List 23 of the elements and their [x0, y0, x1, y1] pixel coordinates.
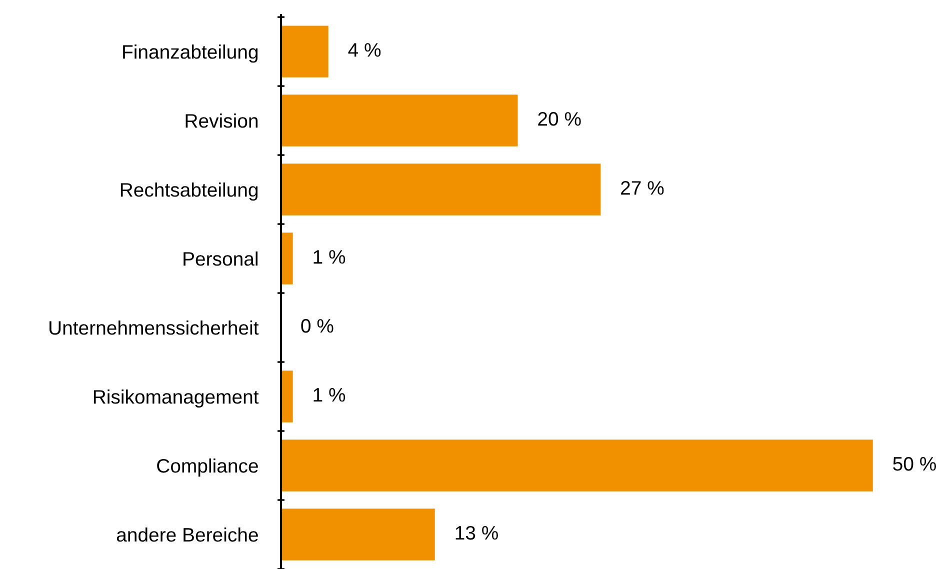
- bar: [281, 94, 518, 146]
- bar: [281, 26, 328, 78]
- y-tick-label: Revision: [186, 114, 258, 128]
- bar: [281, 440, 873, 492]
- bar: [281, 370, 293, 422]
- bar: [281, 232, 293, 284]
- data-label: 0 %: [301, 318, 334, 333]
- data-label: 4 %: [348, 43, 381, 57]
- y-tick-label: Risikomanagement: [94, 389, 259, 408]
- data-label: 1 %: [314, 388, 346, 402]
- y-tick-label: Rechtsabteilung: [120, 182, 258, 201]
- y-tick-label: Unternehmenssicherheit: [50, 320, 259, 335]
- data-label: 27 %: [621, 181, 664, 195]
- y-tick-label: Finanzabteilung: [123, 44, 258, 63]
- y-tick-label: andere Bereiche: [116, 527, 258, 542]
- bar: [281, 164, 601, 216]
- bar: [281, 508, 435, 560]
- y-tick-label: Personal: [184, 251, 258, 266]
- data-label: 50 %: [893, 456, 936, 471]
- y-tick-label: Compliance: [157, 458, 258, 477]
- data-label: 1 %: [314, 250, 346, 264]
- data-label: 20 %: [538, 112, 581, 126]
- data-label: 13 %: [456, 526, 498, 540]
